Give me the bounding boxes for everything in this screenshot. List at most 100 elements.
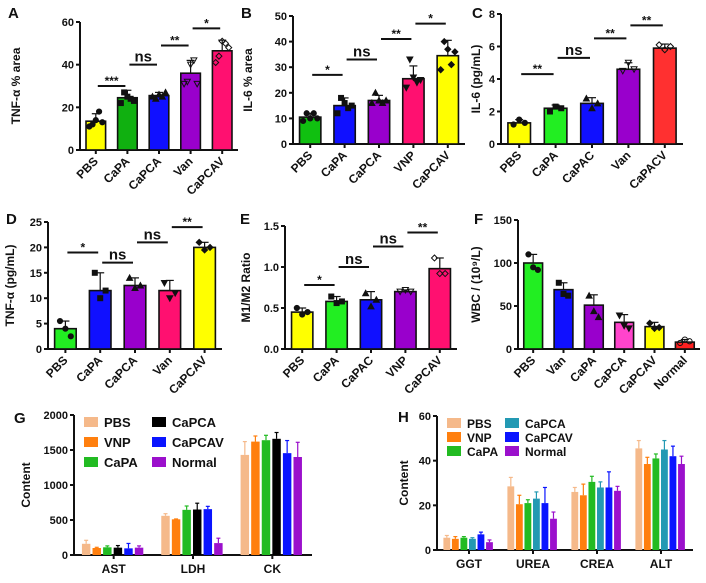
data-point: [371, 88, 380, 96]
data-point: [95, 108, 103, 115]
x-tick-label: VNP: [383, 353, 410, 380]
bar-normal: [550, 518, 557, 550]
x-tick-label: PBS: [511, 353, 538, 380]
y-axis-label: IL-6 (pg/mL): [469, 45, 483, 114]
data-point: [441, 269, 449, 278]
bar-capa: [325, 300, 349, 350]
bar-capcav: [477, 534, 485, 550]
y-tick-label: 60: [419, 411, 431, 423]
data-point: [655, 41, 663, 49]
x-tick-label: UREA: [516, 557, 550, 571]
x-tick-label: PBS: [497, 148, 524, 175]
significance-label: *: [204, 16, 209, 30]
data-point: [624, 59, 633, 67]
significance-label: **: [642, 13, 652, 27]
data-point: [195, 238, 203, 247]
y-tick-label: 15: [30, 268, 42, 280]
significance-label: ns: [134, 49, 152, 66]
legend-swatch: [152, 457, 166, 467]
data-point: [151, 94, 160, 102]
bar-capa: [588, 481, 596, 550]
data-point: [521, 119, 528, 126]
y-tick-label: 10: [275, 113, 287, 125]
bar-vnp: [92, 548, 101, 555]
data-point: [186, 61, 195, 69]
x-tick-label: CaPCA: [101, 353, 140, 392]
data-point: [62, 325, 69, 332]
data-point: [333, 300, 340, 307]
y-tick-label: 5: [36, 319, 42, 331]
bar-capa: [182, 509, 191, 555]
y-tick-label: 20: [275, 88, 287, 100]
bar-capca: [123, 284, 147, 350]
y-tick-label: 0: [506, 344, 512, 356]
legend-swatch: [152, 437, 166, 447]
legend-label: CaPA: [104, 455, 138, 470]
data-point: [131, 283, 139, 292]
bar-capca: [469, 538, 476, 550]
data-point: [361, 289, 370, 297]
significance-label: **: [392, 27, 402, 41]
data-point: [618, 67, 627, 75]
data-point: [211, 58, 220, 67]
y-axis-label: TNF-α % area: [9, 47, 23, 124]
bar-vnp: [579, 495, 587, 550]
significance-label: ns: [565, 42, 583, 59]
panel-label: C: [472, 5, 483, 22]
y-tick-label: 0: [36, 344, 42, 356]
bar-vnp: [451, 538, 459, 550]
data-point: [117, 100, 124, 107]
y-tick-label: 30: [275, 62, 287, 74]
data-point: [206, 243, 214, 252]
data-point: [686, 338, 693, 345]
data-point: [630, 66, 638, 74]
bar-normal: [614, 490, 621, 550]
significance-label: ns: [345, 251, 363, 268]
data-point: [382, 96, 390, 104]
data-point: [401, 286, 410, 295]
bar-capca: [533, 498, 540, 550]
legend-swatch: [447, 432, 461, 442]
panel-label: F: [474, 211, 483, 228]
significance-label: **: [183, 215, 193, 229]
panel-label: B: [241, 5, 252, 22]
y-tick-label: 1.0: [264, 262, 279, 274]
x-tick-label: CaPCA: [345, 148, 384, 187]
x-tick-label: CaPCA: [125, 154, 164, 193]
bar-capa: [524, 503, 532, 550]
x-tick-label: ALT: [650, 557, 673, 571]
data-point: [406, 56, 414, 64]
legend-label: Normal: [172, 455, 217, 470]
data-point: [588, 104, 596, 112]
data-point: [307, 115, 314, 122]
y-tick-label: 0: [489, 139, 495, 151]
y-axis-label: IL-6 % area: [241, 48, 255, 112]
significance-label: **: [533, 62, 543, 76]
x-tick-label: Van: [609, 148, 634, 173]
x-tick-label: CaPA: [529, 148, 561, 180]
legend-label: CaPCA: [525, 417, 566, 431]
data-point: [92, 117, 99, 124]
x-tick-label: CaPCAV: [166, 353, 210, 397]
panel-label: G: [14, 410, 26, 427]
y-tick-label: 50: [500, 301, 512, 313]
y-tick-label: 10: [30, 293, 42, 305]
bar-capa: [103, 547, 112, 555]
bar-capcav: [124, 548, 133, 555]
data-point: [125, 273, 134, 281]
data-point: [368, 98, 376, 107]
data-point: [121, 89, 128, 96]
legend-label: PBS: [467, 417, 492, 431]
bar-pbs: [522, 262, 544, 350]
data-point: [193, 80, 201, 88]
y-tick-label: 0.5: [264, 303, 279, 315]
bar-van: [616, 68, 641, 145]
x-tick-label: PBS: [43, 353, 70, 380]
bar-vnp: [515, 504, 523, 550]
data-point: [341, 100, 348, 107]
significance-label: **: [418, 221, 428, 235]
panel-label: D: [6, 211, 17, 228]
